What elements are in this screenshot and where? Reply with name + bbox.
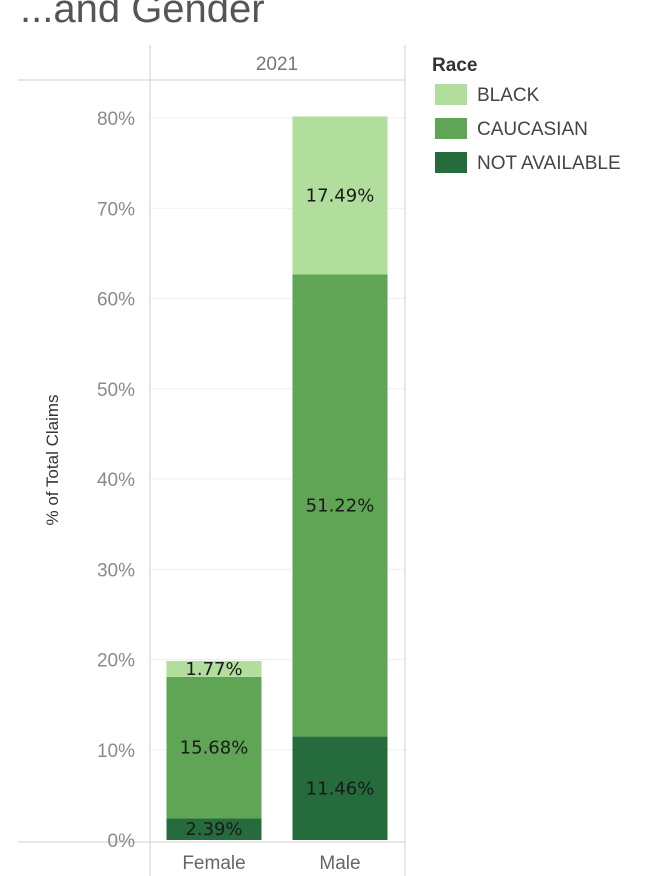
data-label: 15.68%: [180, 738, 249, 759]
y-tick-label: 30%: [97, 560, 135, 581]
y-axis-ticks: 0% 10% 20% 30% 40% 50% 60% 70% 80%: [97, 109, 135, 852]
plot-frame: [18, 45, 406, 876]
bar-segment: [166, 818, 262, 840]
y-tick-label: 60%: [97, 290, 135, 311]
bar-segment: [166, 660, 262, 677]
bars: [166, 116, 388, 840]
data-label: 11.46%: [306, 778, 375, 799]
data-label: 51.22%: [306, 495, 375, 516]
y-tick-label: 50%: [97, 380, 135, 401]
bar-segment: [292, 736, 388, 840]
bar-segment: [166, 676, 262, 819]
legend-label: NOT AVAILABLE: [477, 153, 621, 174]
legend-title: Race: [432, 55, 477, 76]
chart-title: ...and Gender: [20, 0, 265, 31]
gridlines: [150, 117, 405, 751]
y-tick-label: 80%: [97, 109, 135, 130]
bar-segment: [292, 116, 388, 275]
bar-segment: [292, 274, 388, 737]
y-tick-label: 40%: [97, 470, 135, 491]
legend-label: BLACK: [477, 85, 540, 106]
data-labels: 2.39% 15.68% 1.77% 11.46% 51.22% 17.49%: [180, 185, 375, 840]
data-label: 1.77%: [185, 659, 242, 680]
x-axis-categories: Female Male: [182, 853, 360, 874]
y-axis-title: % of Total Claims: [43, 394, 62, 525]
y-tick-label: 10%: [97, 741, 135, 762]
panel-header-year: 2021: [256, 54, 298, 75]
x-category-label: Male: [319, 853, 360, 874]
y-tick-label: 0%: [108, 831, 136, 852]
legend-swatch: [435, 152, 467, 173]
legend-swatch: [435, 84, 467, 105]
legend: Race BLACK CAUCASIAN NOT AVAILABLE: [432, 55, 621, 174]
y-tick-label: 20%: [97, 651, 135, 672]
data-label: 17.49%: [306, 185, 375, 206]
legend-items: BLACK CAUCASIAN NOT AVAILABLE: [435, 84, 621, 174]
data-label: 2.39%: [185, 819, 242, 840]
y-tick-label: 70%: [97, 199, 135, 220]
legend-swatch: [435, 118, 467, 139]
x-category-label: Female: [182, 853, 245, 874]
legend-label: CAUCASIAN: [477, 119, 588, 140]
